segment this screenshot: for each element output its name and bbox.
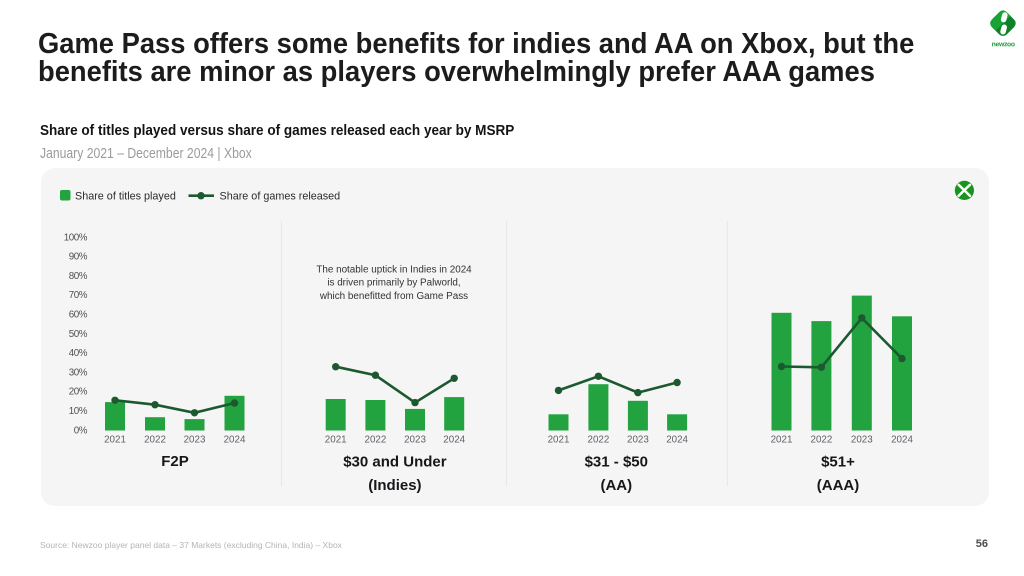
svg-text:2022: 2022 [588,435,610,446]
svg-text:2022: 2022 [144,435,166,446]
svg-text:2021: 2021 [771,435,793,446]
svg-text:20%: 20% [69,387,88,398]
svg-text:2024: 2024 [666,435,688,446]
svg-text:Share of titles played: Share of titles played [75,190,176,202]
svg-text:$31 - $50: $31 - $50 [585,454,648,471]
svg-text:Share of games released: Share of games released [220,190,341,202]
svg-text:2022: 2022 [811,435,833,446]
svg-text:$30 and Under: $30 and Under [343,454,447,471]
svg-text:80%: 80% [69,271,88,282]
svg-text:70%: 70% [69,290,88,301]
svg-text:$51+: $51+ [821,454,855,471]
svg-text:90%: 90% [69,252,88,263]
svg-text:which benefitted from Game Pas: which benefitted from Game Pass [319,291,468,302]
svg-text:newzoo: newzoo [992,41,1015,48]
svg-text:50%: 50% [69,329,88,340]
svg-text:0%: 0% [74,425,88,436]
svg-text:2024: 2024 [891,435,913,446]
svg-text:The notable uptick in Indies i: The notable uptick in Indies in 2024 [316,265,472,276]
svg-text:40%: 40% [69,348,88,359]
svg-text:2022: 2022 [365,435,387,446]
svg-text:2023: 2023 [851,435,873,446]
svg-text:2023: 2023 [404,435,426,446]
svg-text:(AA): (AA) [600,477,632,494]
svg-text:F2P: F2P [161,453,189,470]
svg-text:2021: 2021 [325,435,347,446]
svg-text:100%: 100% [64,232,88,243]
svg-text:is driven primarily by Palworl: is driven primarily by Palworld, [327,278,460,289]
svg-text:2023: 2023 [184,435,206,446]
svg-text:(AAA): (AAA) [817,477,860,494]
svg-text:2023: 2023 [627,435,649,446]
svg-text:10%: 10% [69,406,88,417]
svg-text:2021: 2021 [104,435,126,446]
svg-text:2021: 2021 [548,435,570,446]
svg-text:30%: 30% [69,367,88,378]
svg-text:(Indies): (Indies) [368,477,421,494]
svg-text:2024: 2024 [224,435,246,446]
svg-text:60%: 60% [69,310,88,321]
svg-text:2024: 2024 [443,435,465,446]
